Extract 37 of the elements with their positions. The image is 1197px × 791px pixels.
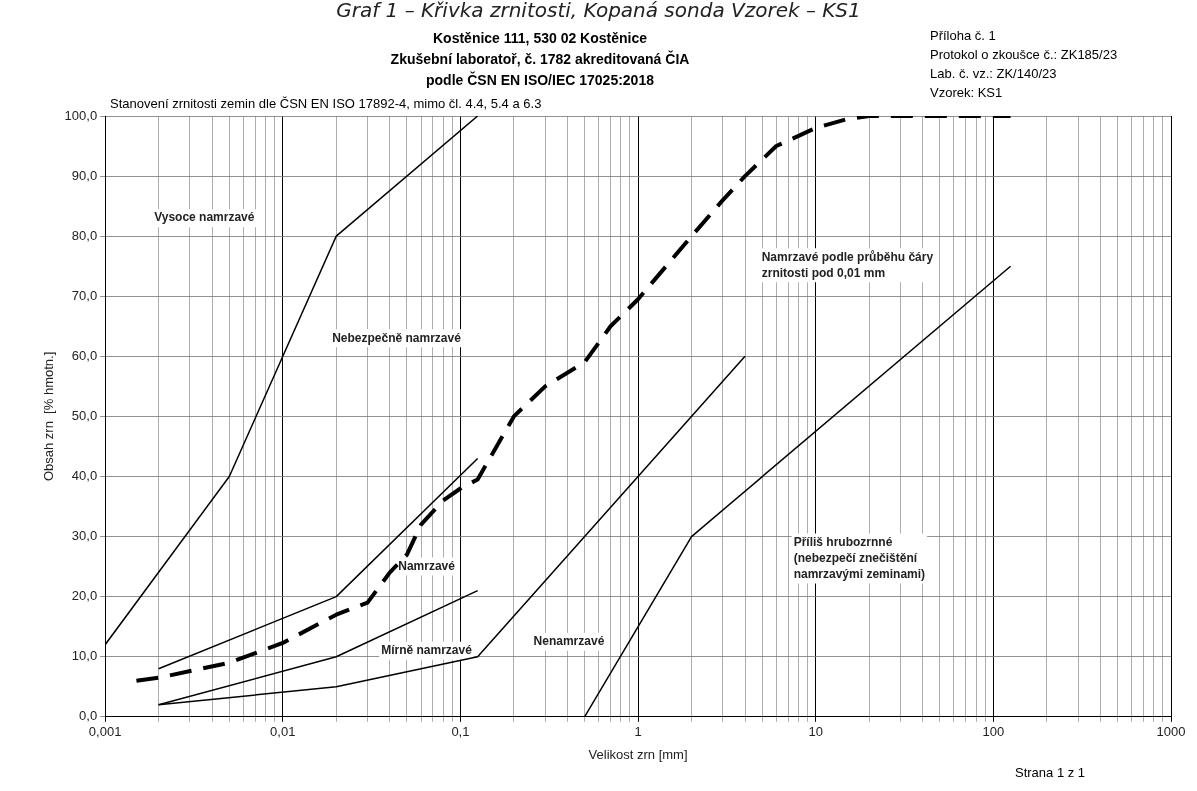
x-tick-label: 100: [982, 724, 1005, 740]
y-tick-label: 80,0: [71, 227, 98, 243]
y-tick-label: 10,0: [71, 648, 98, 664]
x-axis-title: Velikost zrn [mm]: [588, 746, 688, 762]
annotation: Nenamrzavé: [533, 634, 605, 649]
text: podle ČSN EN ISO/IEC 17025:2018: [425, 70, 655, 90]
x-tick-label: 0,01: [270, 724, 296, 740]
text: Zkušební laboratoř, č. 1782 akreditovaná ČIA: [389, 49, 691, 69]
y-tick-label: 0,0: [79, 708, 98, 724]
chart-title: Graf 1 – Křivka zrnitosti, Kopaná sonda Vzorek – KS1: [335, 0, 862, 22]
annotation: Nebezpečně namrzavé: [332, 330, 462, 345]
annotation: Namrzavé podle průběhu čáry zrnitosti pod 0,01 mm: [761, 249, 934, 280]
y-tick-label: 20,0: [71, 588, 98, 604]
x-tick-label: 1: [634, 724, 642, 740]
text: Vzorek: KS1: [930, 84, 1004, 102]
chart-subtitle: Stanovení zrnitosti zemin dle ČSN EN ISO 17892-4, mimo čl. 4.4, 5.4 a 6.3: [110, 96, 542, 111]
y-tick-label: 60,0: [71, 347, 98, 363]
annotation: Namrzavé: [398, 558, 456, 573]
y-tick-label: 100,0: [64, 107, 98, 123]
y-tick-label: 40,0: [71, 468, 98, 484]
y-tick-label: 70,0: [71, 287, 98, 303]
text: Lab. č. vz.: ZK/140/23: [930, 65, 1058, 83]
text: Příloha č. 1: [930, 27, 997, 45]
text: Protokol o zkoušce č.: ZK185/23: [930, 46, 1118, 64]
y-tick-label: 50,0: [71, 407, 98, 423]
x-tick-label: 10: [808, 724, 823, 740]
y-tick-label: 90,0: [71, 167, 98, 183]
annotation: Příliš hrubozrnné (nebezpečí znečištění namrzavými zeminami): [793, 534, 926, 581]
annotation: Vysoce namrzavé: [154, 210, 255, 225]
y-tick-label: 30,0: [71, 528, 98, 544]
text: Strana 1 z 1: [1015, 765, 1086, 780]
x-tick-label: 0,1: [451, 724, 470, 740]
y-axis-title: Obsah zrn [% hmotn.]: [41, 351, 57, 482]
annotation: Mírně namrzavé: [381, 643, 473, 658]
x-tick-label: 1000: [1156, 724, 1186, 740]
text: Kostěnice 111, 530 02 Kostěnice: [432, 29, 648, 48]
x-tick-label: 0,001: [88, 724, 122, 740]
